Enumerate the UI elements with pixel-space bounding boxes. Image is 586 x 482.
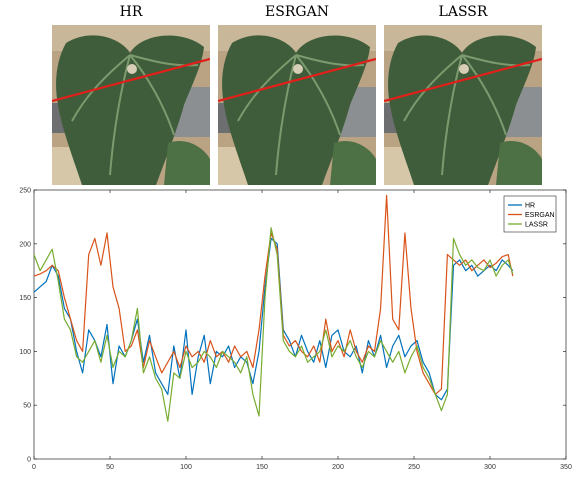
leaf-photo-lassr: [384, 25, 542, 185]
leaf-photo-esrgan: [218, 25, 376, 185]
intensity-profile-chart: 0 50 100 150 200 250 300 350 0 50 100 150 200 250 HR ES…: [19, 188, 572, 472]
x-tick-label-1: 50: [106, 464, 114, 471]
panel-title-hr: HR: [119, 4, 143, 20]
x-tick-label-6: 300: [484, 464, 496, 471]
x-tick-label-3: 150: [256, 464, 268, 471]
leaf-photo-hr: [52, 25, 210, 185]
y-tick-label-4: 200: [19, 241, 31, 248]
plot-area: [33, 189, 567, 460]
legend: HR ESRGAN LASSR: [503, 195, 557, 233]
y-tick-label-1: 50: [23, 403, 31, 410]
y-tick-label-3: 150: [19, 295, 31, 302]
y-tick-label-2: 100: [19, 349, 31, 356]
panel-lassr: LASSR: [384, 0, 542, 185]
x-tick-label-2: 100: [180, 464, 192, 471]
panel-hr: HR: [52, 0, 210, 185]
legend-label-esrgan: ESRGAN: [525, 212, 555, 219]
x-tick-label-5: 250: [408, 464, 420, 471]
panel-esrgan: ESRGAN: [218, 0, 376, 185]
panel-title-lassr: LASSR: [438, 4, 488, 20]
legend-label-hr: HR: [525, 203, 535, 210]
x-tick-label-0: 0: [32, 464, 36, 471]
x-tick-label-4: 200: [332, 464, 344, 471]
legend-label-lassr: LASSR: [525, 222, 548, 229]
y-tick-label-5: 250: [19, 188, 31, 195]
panel-title-esrgan: ESRGAN: [265, 4, 329, 20]
profile-line-lassr: [384, 57, 542, 103]
profile-line-esrgan: [218, 57, 376, 103]
series-line-lassr: [33, 227, 514, 422]
x-tick-label-7: 350: [560, 464, 572, 471]
y-tick-label-0: 0: [27, 457, 31, 464]
profile-line-hr: [52, 57, 210, 103]
